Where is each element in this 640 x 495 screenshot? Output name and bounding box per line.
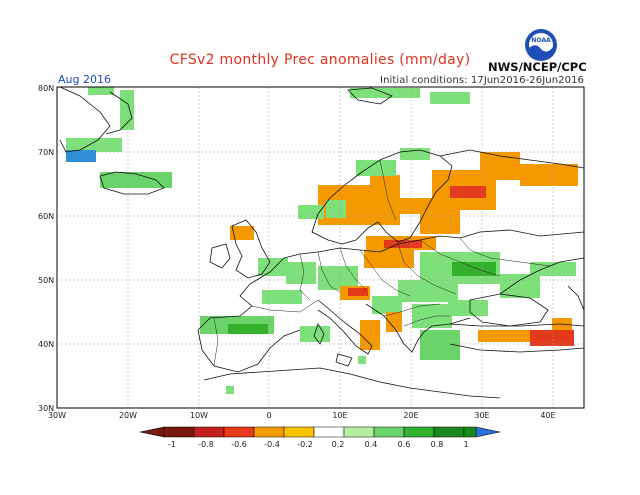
lon-label-20e: 20E xyxy=(403,411,418,420)
colorbar-swatch xyxy=(433,426,465,438)
colorbar-high-triangle xyxy=(475,426,501,438)
lat-label-70n: 70N xyxy=(38,148,54,157)
country-borders xyxy=(213,159,551,367)
lat-label-30n: 30N xyxy=(38,404,54,413)
forecast-period-label: Aug 2016 xyxy=(58,73,111,86)
colorbar-label: 0.2 xyxy=(332,440,345,449)
colorbar-label: 0.4 xyxy=(365,440,378,449)
colorbar-swatch xyxy=(223,426,255,438)
organization-label: NWS/NCEP/CPC xyxy=(488,60,587,74)
colorbar-swatch xyxy=(463,426,477,438)
colorbar-swatch xyxy=(193,426,225,438)
colorbar-label: 1 xyxy=(463,440,468,449)
coastlines xyxy=(59,87,584,399)
lon-label-0: 0 xyxy=(266,411,271,420)
lon-label-10e: 10E xyxy=(332,411,347,420)
chart-title: CFSv2 monthly Prec anomalies (mm/day) xyxy=(169,52,471,68)
colorbar-label: 0.8 xyxy=(431,440,444,449)
colorbar-label: -0.8 xyxy=(198,440,214,449)
graticule xyxy=(57,87,584,408)
colorbar-swatch xyxy=(403,426,435,438)
lon-label-20w: 20W xyxy=(119,411,137,420)
anomaly-shading xyxy=(66,87,578,394)
colorbar-label: 0.6 xyxy=(398,440,411,449)
lon-label-30w: 30W xyxy=(48,411,66,420)
lon-label-30e: 30E xyxy=(474,411,489,420)
lat-label-60n: 60N xyxy=(38,212,54,221)
colorbar-swatch xyxy=(253,426,285,438)
colorbar-swatch xyxy=(283,426,315,438)
initial-conditions-label: Initial conditions: 17Jun2016-26Jun2016 xyxy=(380,75,584,86)
colorbar-swatch xyxy=(163,426,195,438)
lat-label-40n: 40N xyxy=(38,340,54,349)
latitude-labels: 80N 70N 60N 50N 40N 30N xyxy=(38,84,54,413)
noaa-logo-icon: NOAA xyxy=(525,29,557,61)
colorbar-swatch xyxy=(373,426,405,438)
map-frame xyxy=(56,86,585,409)
lat-label-50n: 50N xyxy=(38,276,54,285)
colorbar-label: -0.4 xyxy=(264,440,280,449)
lat-label-80n: 80N xyxy=(38,84,54,93)
colorbar-label: -1 xyxy=(168,440,176,449)
lon-label-40e: 40E xyxy=(540,411,555,420)
colorbar-swatch xyxy=(343,426,375,438)
colorbar: -1 -0.8 -0.6 -0.4 -0.2 0.2 0.4 0.6 0.8 1 xyxy=(139,426,501,449)
lon-label-10w: 10W xyxy=(190,411,208,420)
colorbar-swatch xyxy=(313,426,345,438)
logo-text: NOAA xyxy=(531,37,551,44)
colorbar-label: -0.6 xyxy=(231,440,247,449)
longitude-labels: 30W 20W 10W 0 10E 20E 30E 40E xyxy=(48,411,556,420)
colorbar-low-triangle xyxy=(139,426,165,438)
colorbar-label: -0.2 xyxy=(297,440,313,449)
